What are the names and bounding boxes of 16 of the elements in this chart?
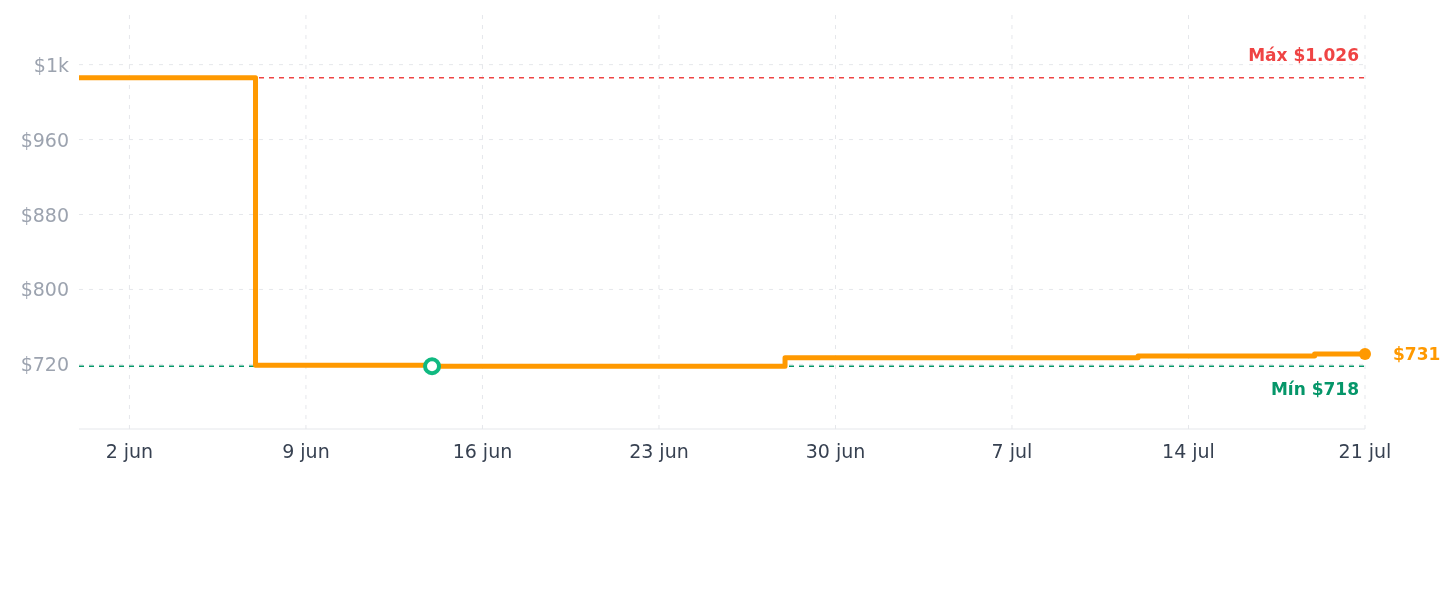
x-tick-label: 30 jun — [805, 440, 866, 462]
x-tick-label: 14 jul — [1162, 440, 1215, 462]
y-tick-label: $720 — [20, 353, 69, 376]
x-tick-label: 21 jul — [1338, 440, 1392, 462]
ref-line-label: Máx $1.026 — [1248, 44, 1359, 65]
x-tick-label: 2 jun — [105, 440, 154, 462]
ref-line-label: Mín $718 — [1270, 379, 1359, 400]
annotation: $731 — [1393, 344, 1441, 365]
x-tick-label: 23 jun — [629, 440, 689, 462]
x-tick-label: 7 jul — [991, 440, 1033, 462]
x-tick-label: 16 jun — [452, 440, 513, 462]
y-tick-label: $960 — [20, 128, 69, 151]
x-tick-label: 9 jun — [282, 440, 330, 462]
y-tick-label: $1k — [33, 53, 69, 76]
y-tick-label: $880 — [20, 203, 69, 226]
y-tick-label: $800 — [20, 278, 69, 301]
